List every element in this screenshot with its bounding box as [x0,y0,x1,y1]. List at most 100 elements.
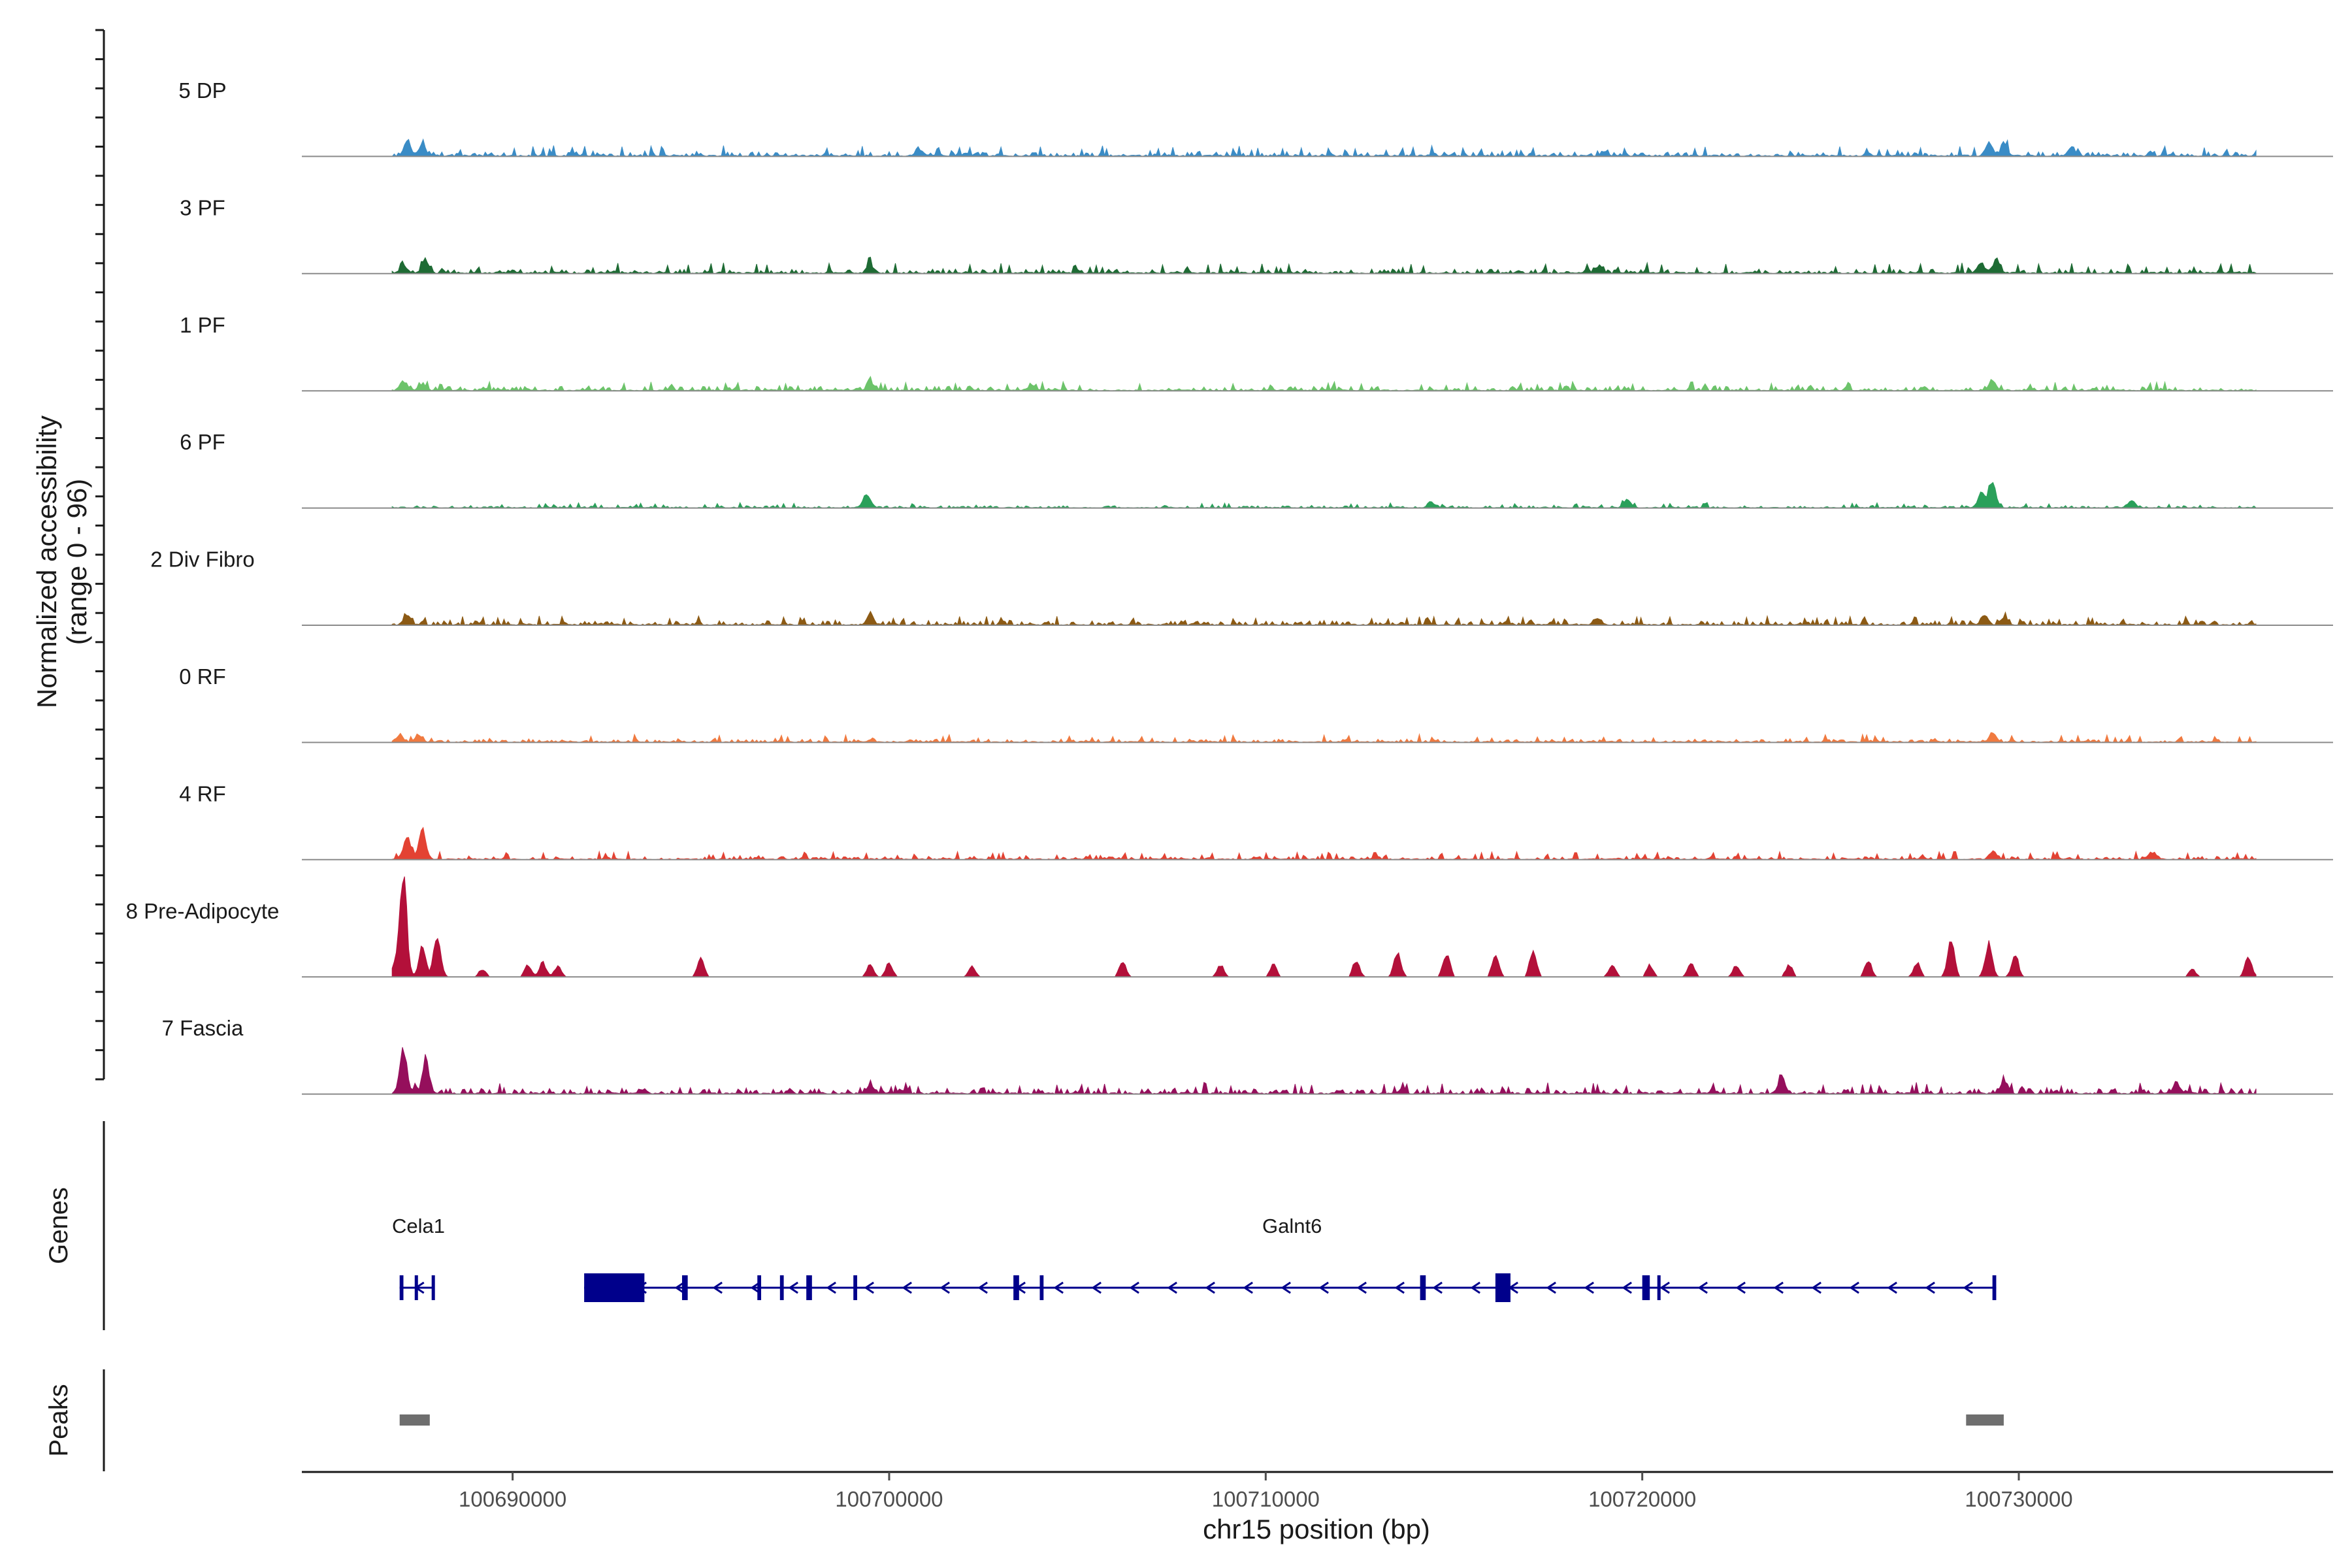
strand-arrow [977,1281,988,1294]
strand-arrow [1432,1281,1443,1294]
strand-arrow [1205,1281,1215,1294]
strand-arrow [1129,1281,1139,1294]
track-signal-area [391,826,2257,861]
strand-arrow [1318,1281,1329,1294]
gene-exon [1642,1275,1650,1300]
x-axis-tick-label: 100710000 [1212,1487,1320,1511]
gene-exon [681,1275,688,1300]
x-axis-title: chr15 position (bp) [1203,1514,1430,1544]
gene-label: Cela1 [392,1215,445,1237]
gene-exon [1013,1275,1019,1300]
strand-arrow [1281,1281,1291,1294]
gene-exon [1495,1273,1511,1302]
strand-arrow [1167,1281,1177,1294]
strand-arrow [712,1281,723,1294]
strand-arrow [1243,1281,1253,1294]
peak-regions [399,1414,2004,1426]
strand-arrow [1622,1281,1632,1294]
track-2-div-fibro: 2 Div Fibro [150,547,2333,627]
strand-arrow [1773,1281,1784,1294]
track-label: 2 Div Fibro [150,547,255,572]
track-4-rf: 4 RF [179,781,2333,861]
strand-arrow [1849,1281,1859,1294]
gene-label: Galnt6 [1262,1215,1322,1237]
strand-arrow [1659,1281,1670,1294]
y-axis-title: Normalized accessibility (range 0 - 96) [31,416,92,708]
track-label: 4 RF [179,781,226,806]
gene-exon [757,1275,762,1300]
gene-exon [1420,1275,1426,1300]
track-signal-area [391,138,2257,158]
x-axis-tick-label: 100700000 [835,1487,943,1511]
track-6-pf: 6 PF [180,430,2333,509]
gene-exon [414,1275,418,1300]
track-signal-area [391,732,2257,743]
x-axis-tick-label: 100720000 [1588,1487,1696,1511]
strand-arrow [826,1281,836,1294]
gene-exon [1039,1275,1044,1300]
x-axis: 100690000 100700000 100710000 100720000 1007… [302,1471,2333,1511]
strand-arrow [864,1281,874,1294]
track-0-rf: 0 RF [179,664,2333,743]
genes-panel-label: Genes [44,1187,73,1264]
track-8-pre-adipocyte: 8 Pre-Adipocyte [126,876,2333,978]
strand-arrow [939,1281,950,1294]
y-axis-title-line1: Normalized accessibility [31,416,62,708]
gene-exon [584,1273,645,1302]
gene-cela1: Cela1 [392,1215,445,1300]
track-signal-area [391,482,2257,509]
track-signal-area [391,1047,2257,1095]
track-label: 5 DP [178,78,226,103]
strand-arrow [1735,1281,1746,1294]
track-1-pf: 1 PF [180,313,2333,392]
track-signal-area [391,376,2257,392]
peaks-panel: Peaks [44,1369,105,1471]
track-signal-area [391,876,2257,977]
gene-exon [853,1275,857,1300]
strand-arrow [1887,1281,1897,1294]
strand-arrow [1091,1281,1102,1294]
strand-arrow [674,1281,685,1294]
strand-arrow [1356,1281,1367,1294]
strand-arrow [1925,1281,1935,1294]
track-label: 7 Fascia [162,1016,244,1040]
strand-arrow [902,1281,912,1294]
peak-region [399,1414,430,1426]
track-label: 0 RF [179,664,226,689]
gene-exon [399,1275,404,1300]
gene-annotations: Cela1 Galnt6 [392,1215,1997,1302]
x-axis-tick-label: 100730000 [1965,1487,2072,1511]
strand-arrow [1584,1281,1594,1294]
accessibility-tracks: 5 DP 3 PF 1 PF 6 PF 2 Div Fibro 0 RF 4 RF 8 Pre… [126,78,2333,1095]
gene-exon [1657,1275,1661,1300]
track-7-fascia: 7 Fascia [162,1016,2333,1095]
gene-exon [431,1275,435,1300]
y-axis-title-line2: (range 0 - 96) [61,479,92,645]
track-label: 1 PF [180,313,225,337]
strand-arrow [1811,1281,1821,1294]
track-label: 3 PF [180,195,225,220]
x-axis-tick-label: 100690000 [459,1487,566,1511]
strand-arrow [1963,1281,1973,1294]
strand-arrow [750,1281,760,1294]
track-label: 8 Pre-Adipocyte [126,899,280,923]
peaks-panel-label: Peaks [44,1384,73,1456]
genes-panel: Genes [44,1121,105,1330]
gene-exon [779,1275,784,1300]
gene-galnt6: Galnt6 [584,1215,1997,1302]
track-3-pf: 3 PF [180,195,2333,275]
strand-arrow [788,1281,798,1294]
strand-arrow [1546,1281,1556,1294]
strand-arrow [1697,1281,1708,1294]
y-axis [95,29,105,1081]
strand-arrow [1394,1281,1405,1294]
track-5-dp: 5 DP [178,78,2333,158]
track-signal-area [391,610,2257,627]
track-label: 6 PF [180,430,225,454]
strand-arrow [1053,1281,1064,1294]
peak-region [1966,1414,2004,1426]
gene-exon [806,1275,812,1300]
strand-arrow [1470,1281,1480,1294]
track-signal-area [391,256,2257,275]
